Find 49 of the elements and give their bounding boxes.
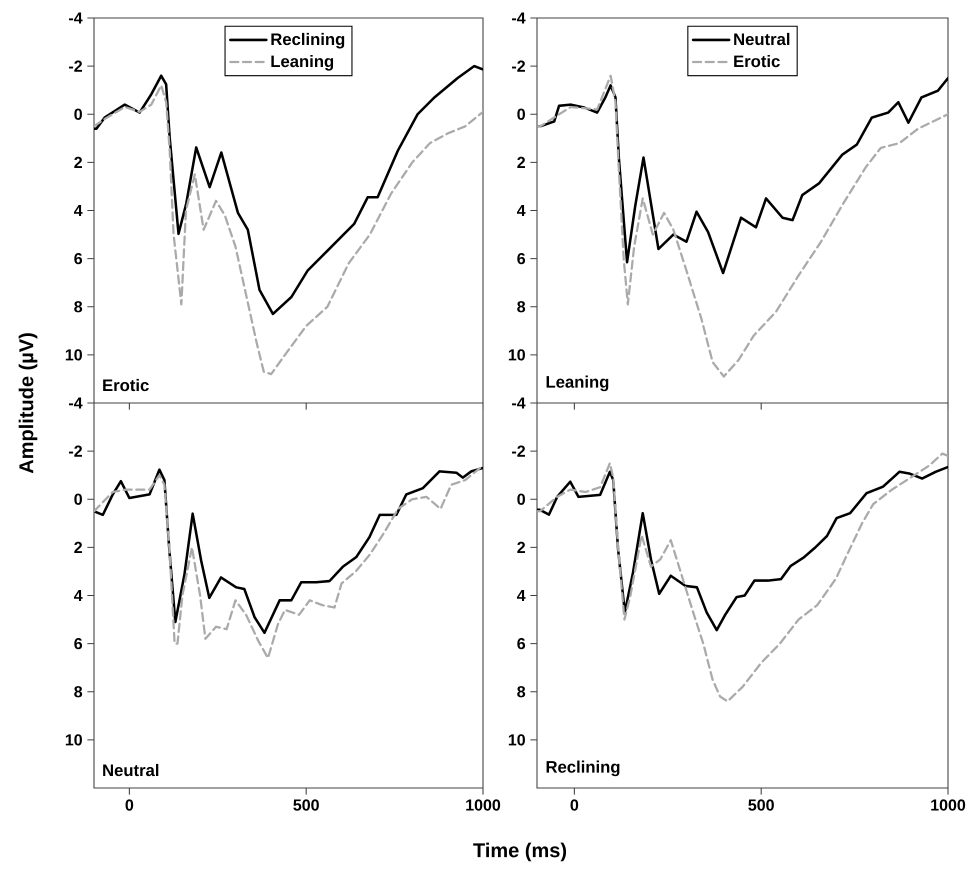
y-tick-label: -4 [512,12,526,24]
y-tick-label: 0 [517,494,525,505]
y-tick-label: 10 [508,349,525,361]
x-tick-label: 1000 [466,799,500,811]
y-tick-label: 6 [74,252,82,264]
annotation: Leaning [546,376,608,392]
y-tick-label: 4 [74,204,83,216]
x-tick-label: 500 [748,799,774,811]
y-tick-label: 6 [517,638,526,650]
annotation: Reclining [546,760,620,776]
line-series [537,452,948,702]
x-axis-title: Time (ms) [473,842,566,862]
y-tick-label: 8 [517,686,526,698]
y-tick-label: -2 [69,60,82,72]
y-tick-label: 10 [66,349,82,361]
y-tick-label: 0 [517,108,525,120]
y-tick-label: 8 [74,301,82,312]
annotation: Neutral [103,764,158,776]
y-tick-label: -4 [512,397,526,408]
y-tick-label: -2 [69,446,82,457]
y-tick-label: 8 [74,686,82,698]
legend-label: Reclining [271,32,344,48]
annotation: Erotic [103,378,149,392]
y-tick-label: 4 [516,204,526,216]
y-tick-label: 2 [517,542,525,553]
y-tick-label: 0 [74,494,82,505]
y-tick-label: 6 [74,638,82,650]
x-tick-label: 0 [570,799,578,811]
y-tick-label: -2 [512,446,525,457]
legend-label: Neutral [734,32,790,46]
x-tick-label: 1000 [931,799,966,811]
y-tick-label: 2 [74,156,82,168]
legend-label: Leaning [271,54,334,71]
legend-label: Erotic [734,54,780,68]
y-tick-label: -2 [512,60,525,72]
y-axis-title: Amplitude (µV) [18,333,38,474]
y-tick-label: -4 [69,397,83,408]
y-tick-label: 8 [517,301,526,312]
x-tick-label: 500 [293,799,319,811]
y-tick-label: 10 [508,734,525,746]
y-tick-label: 6 [517,252,526,264]
y-tick-label: 4 [74,590,83,601]
y-tick-label: 2 [517,156,525,168]
y-tick-label: 4 [516,590,526,601]
x-tick-label: 0 [126,799,134,811]
y-tick-label: 2 [74,542,82,553]
y-tick-label: 10 [66,734,82,746]
y-tick-label: -4 [69,12,83,24]
y-tick-label: 0 [74,108,82,120]
